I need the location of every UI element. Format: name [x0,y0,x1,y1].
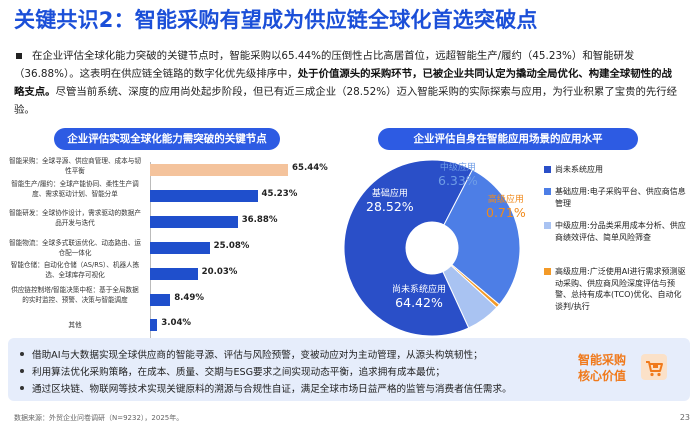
slice-name-none: 尚未系统应用 [392,285,447,295]
bar-category-label: 智能生产/履约：全球产能协同、柔性生产调度、需求驱动计划、智能分单 [11,180,139,198]
bar-category-label: 智能研发：全球协作设计，需求驱动的数据产品开发与迭代 [9,209,141,227]
donut-svg [343,159,521,337]
bar-value-label: 36.88% [241,215,278,225]
bar-value-label: 25.08% [213,241,250,251]
slice-name-adv: 高级应用 [487,195,524,205]
lead-text-part1: 在企业评估全球化能力突破的关键节点时，智能采购以65.44%的压倒性占比高居首位… [14,50,635,80]
donut-chart-title: 企业评估自身在智能应用场景的应用水平 [378,128,638,150]
core-value-item: 利用算法优化采购策略，在成本、质量、交期与ESG要求之间实现动态平衡，追求拥有成… [20,364,560,381]
bar-category-label: 智能采购：全球寻源、供应商管理、成本与韧性平衡 [9,157,141,175]
data-source-note: 数据来源：外贸企业问卷调研（N=9232），2025年。 [14,414,184,422]
bar-value-label: 20.03% [201,267,238,277]
bar-category-label: 智能仓储：自动化仓储（AS/RS）、机器人拣选、全球库存可视化 [10,261,140,279]
core-value-text: 借助AI与大数据实现全球供应商的智能寻源、评估与风险预警，变被动应对为主动管理，… [32,350,483,361]
legend-swatch [544,166,551,173]
slice-value-basic: 28.52% [366,199,414,214]
lead-text-part2: 尽管当前系统、深度的应用尚处起步阶段，但已有近三成企业（28.52%）迈入智能采… [14,86,678,116]
legend-swatch [544,268,551,275]
bar-value-label: 45.23% [261,189,298,199]
donut-hole [406,222,458,274]
bar-category-label: 供应链控制塔/智能决策中枢：基于全局数据的实时监控、预警、决策与智能调度 [11,286,139,304]
core-value-item: 通过区块链、物联网等技术实现关键原料的溯源与合规性自证，满足全球市场日益严格的监… [20,381,560,398]
shopping-cart-icon [641,354,667,380]
legend-text: 基础应用:电子采购平台、供应商信息管理 [555,187,686,208]
bar [150,164,288,176]
legend-swatch [544,222,551,229]
badge-line2: 核心价值 [578,369,627,383]
core-value-item: 借助AI与大数据实现全球供应商的智能寻源、评估与风险预警，变被动应对为主动管理，… [20,347,560,364]
core-value-list: 借助AI与大数据实现全球供应商的智能寻源、评估与风险预警，变被动应对为主动管理，… [20,347,560,398]
bar-category-label: 智能物流：全球多式联运优化、动态路由、运仓配一体化 [9,239,141,257]
legend-text: 尚未系统应用 [555,165,603,174]
donut-chart: 基础应用 28.52% 中级应用 6.33% 高级应用 0.71% 尚未系统应用… [334,156,546,340]
core-value-box: 借助AI与大数据实现全球供应商的智能寻源、评估与风险预警，变被动应对为主动管理，… [8,338,690,401]
bullet-dot-icon [20,386,24,390]
bar [150,294,171,306]
slice-value-mid: 6.33% [438,173,478,188]
donut-chart-panel: 企业评估自身在智能应用场景的应用水平 基础应用 28.52% 中级应用 6.33… [334,128,690,338]
bullet-dot-icon [20,352,24,356]
legend-text: 高级应用:广泛使用AI进行需求预测驱动采购、供应商风险深度评估与预警、总持有成本… [555,267,686,311]
bullet-dot-icon [20,369,24,373]
slice-label-basic: 基础应用 28.52% [366,186,414,214]
slice-name-mid: 中级应用 [439,163,476,173]
bar-chart-panel: 企业评估实现全球化能力需突破的关键节点 智能采购：全球寻源、供应商管理、成本与韧… [8,128,328,352]
bar [150,190,258,202]
slice-label-mid: 中级应用 6.33% [438,160,478,188]
bar-value-label: 65.44% [292,163,328,173]
bar [150,216,238,228]
page-title: 关键共识2：智能采购有望成为供应链全球化首选突破点 [14,8,538,32]
bar [150,319,158,331]
badge-line1: 智能采购 [578,353,627,367]
bullet-square-icon [16,52,22,59]
slice-value-none: 64.42% [395,295,443,310]
legend-text: 中级应用:分品类采用成本分析、供应商绩效评估、简单风险筛查 [555,221,686,242]
bar-chart-title: 企业评估实现全球化能力需突破的关键节点 [54,128,280,150]
slice-label-none: 尚未系统应用 64.42% [392,282,446,310]
bar-value-label: 3.04% [161,318,192,328]
bar-chart-axis [150,162,151,352]
core-value-badge: 智能采购 核心价值 [578,352,626,384]
core-value-text: 通过区块链、物联网等技术实现关键原料的溯源与合规性自证，满足全球市场日益严格的监… [32,384,512,395]
slice-name-basic: 基础应用 [371,189,408,199]
page-number: 23 [679,413,690,422]
bar [150,242,210,254]
slice-value-adv: 0.71% [486,205,526,220]
bar [150,268,198,280]
slice-label-adv: 高级应用 0.71% [486,192,526,220]
core-value-text: 利用算法优化采购策略，在成本、质量、交期与ESG要求之间实现动态平衡，追求拥有成… [32,367,445,378]
bar-value-label: 8.49% [174,293,205,303]
bar-category-label: 其他 [68,321,82,329]
lead-paragraph: 在企业评估全球化能力突破的关键节点时，智能采购以65.44%的压倒性占比高居首位… [14,47,678,119]
lead-text-bold: 处于价值源头的采购环节，已被企业共同认定为撬动全局优化、构建全球韧性的战略支点。 [14,68,672,98]
legend-swatch [544,188,551,195]
